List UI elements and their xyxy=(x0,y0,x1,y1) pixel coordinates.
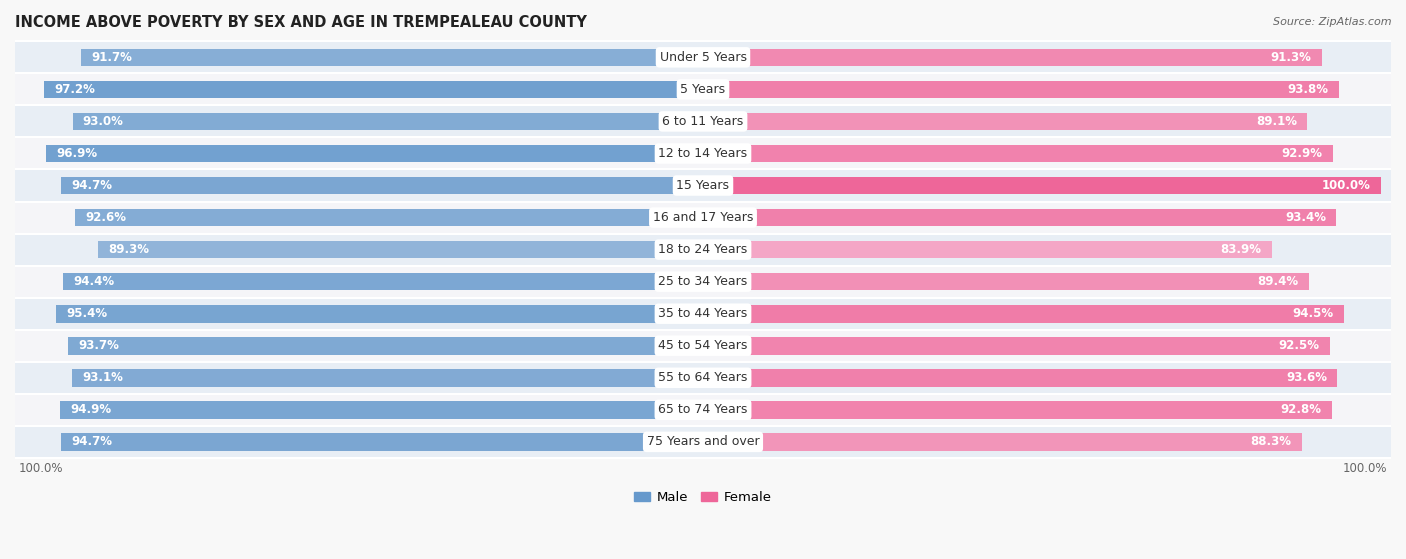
Bar xyxy=(44,80,703,98)
Text: 94.7%: 94.7% xyxy=(72,179,112,192)
Text: 93.6%: 93.6% xyxy=(1286,371,1327,384)
Bar xyxy=(703,401,1331,419)
Bar xyxy=(82,49,703,66)
Bar xyxy=(11,394,1395,426)
Legend: Male, Female: Male, Female xyxy=(628,486,778,509)
Bar xyxy=(46,145,703,162)
Bar xyxy=(97,241,703,258)
Bar xyxy=(11,362,1395,394)
Bar xyxy=(703,80,1339,98)
Text: 94.4%: 94.4% xyxy=(73,275,114,288)
Text: 100.0%: 100.0% xyxy=(1343,462,1388,475)
Text: 89.1%: 89.1% xyxy=(1256,115,1296,128)
Bar xyxy=(73,112,703,130)
Text: 75 Years and over: 75 Years and over xyxy=(647,435,759,448)
Bar xyxy=(11,234,1395,266)
Bar xyxy=(59,401,703,419)
Text: 89.3%: 89.3% xyxy=(108,243,149,256)
Text: 15 Years: 15 Years xyxy=(676,179,730,192)
Text: 92.9%: 92.9% xyxy=(1281,147,1323,160)
Bar xyxy=(56,305,703,323)
Bar xyxy=(703,145,1333,162)
Bar xyxy=(11,298,1395,330)
Bar xyxy=(703,305,1344,323)
Bar xyxy=(703,273,1309,291)
Bar xyxy=(11,330,1395,362)
Text: 5 Years: 5 Years xyxy=(681,83,725,96)
Text: INCOME ABOVE POVERTY BY SEX AND AGE IN TREMPEALEAU COUNTY: INCOME ABOVE POVERTY BY SEX AND AGE IN T… xyxy=(15,15,586,30)
Bar xyxy=(703,337,1330,354)
Text: 93.4%: 93.4% xyxy=(1285,211,1326,224)
Text: 89.4%: 89.4% xyxy=(1258,275,1299,288)
Bar xyxy=(11,73,1395,106)
Text: 16 and 17 Years: 16 and 17 Years xyxy=(652,211,754,224)
Text: Source: ZipAtlas.com: Source: ZipAtlas.com xyxy=(1274,17,1392,27)
Text: 94.7%: 94.7% xyxy=(72,435,112,448)
Text: 100.0%: 100.0% xyxy=(1322,179,1371,192)
Text: 96.9%: 96.9% xyxy=(56,147,97,160)
Bar xyxy=(11,202,1395,234)
Text: 35 to 44 Years: 35 to 44 Years xyxy=(658,307,748,320)
Text: 83.9%: 83.9% xyxy=(1220,243,1261,256)
Text: 25 to 34 Years: 25 to 34 Years xyxy=(658,275,748,288)
Bar xyxy=(11,106,1395,138)
Text: 94.9%: 94.9% xyxy=(70,404,111,416)
Text: 55 to 64 Years: 55 to 64 Years xyxy=(658,371,748,384)
Bar xyxy=(76,209,703,226)
Bar xyxy=(11,138,1395,169)
Text: 18 to 24 Years: 18 to 24 Years xyxy=(658,243,748,256)
Bar xyxy=(703,49,1322,66)
Text: 45 to 54 Years: 45 to 54 Years xyxy=(658,339,748,352)
Text: 65 to 74 Years: 65 to 74 Years xyxy=(658,404,748,416)
Bar xyxy=(703,433,1302,451)
Text: 92.8%: 92.8% xyxy=(1281,404,1322,416)
Text: 12 to 14 Years: 12 to 14 Years xyxy=(658,147,748,160)
Text: 92.5%: 92.5% xyxy=(1279,339,1320,352)
Text: 93.8%: 93.8% xyxy=(1288,83,1329,96)
Text: 97.2%: 97.2% xyxy=(55,83,96,96)
Text: 6 to 11 Years: 6 to 11 Years xyxy=(662,115,744,128)
Text: 94.5%: 94.5% xyxy=(1292,307,1333,320)
Text: 93.0%: 93.0% xyxy=(83,115,124,128)
Text: Under 5 Years: Under 5 Years xyxy=(659,51,747,64)
Text: 91.3%: 91.3% xyxy=(1271,51,1312,64)
Bar xyxy=(703,177,1381,195)
Text: 93.1%: 93.1% xyxy=(82,371,122,384)
Bar xyxy=(11,169,1395,202)
Bar xyxy=(72,369,703,387)
Bar xyxy=(11,41,1395,73)
Bar xyxy=(60,177,703,195)
Text: 92.6%: 92.6% xyxy=(86,211,127,224)
Text: 95.4%: 95.4% xyxy=(66,307,108,320)
Bar xyxy=(11,266,1395,298)
Bar xyxy=(703,369,1337,387)
Text: 91.7%: 91.7% xyxy=(91,51,132,64)
Bar xyxy=(11,426,1395,458)
Bar xyxy=(63,273,703,291)
Bar xyxy=(703,209,1336,226)
Bar xyxy=(60,433,703,451)
Bar xyxy=(703,112,1308,130)
Bar xyxy=(703,241,1271,258)
Text: 88.3%: 88.3% xyxy=(1250,435,1291,448)
Bar xyxy=(67,337,703,354)
Text: 93.7%: 93.7% xyxy=(79,339,120,352)
Text: 100.0%: 100.0% xyxy=(18,462,63,475)
